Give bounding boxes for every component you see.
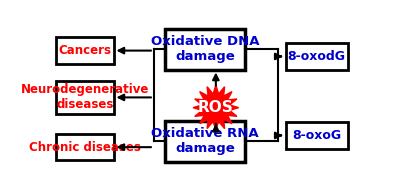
- Text: Chronic diseases: Chronic diseases: [29, 141, 141, 154]
- Text: Neurodegenerative
diseases: Neurodegenerative diseases: [21, 83, 149, 111]
- Text: ROS: ROS: [198, 100, 234, 115]
- FancyBboxPatch shape: [165, 29, 245, 70]
- FancyBboxPatch shape: [286, 122, 348, 149]
- Text: Cancers: Cancers: [58, 44, 111, 57]
- Text: 8-oxodG: 8-oxodG: [288, 50, 346, 63]
- Text: Oxidative RNA
damage: Oxidative RNA damage: [151, 127, 259, 155]
- FancyBboxPatch shape: [56, 81, 114, 113]
- Polygon shape: [193, 85, 239, 130]
- FancyBboxPatch shape: [56, 134, 114, 160]
- FancyBboxPatch shape: [56, 37, 114, 64]
- Text: 8-oxoG: 8-oxoG: [292, 129, 341, 142]
- FancyBboxPatch shape: [165, 121, 245, 162]
- Text: Oxidative DNA
damage: Oxidative DNA damage: [151, 35, 259, 63]
- FancyBboxPatch shape: [286, 43, 348, 70]
